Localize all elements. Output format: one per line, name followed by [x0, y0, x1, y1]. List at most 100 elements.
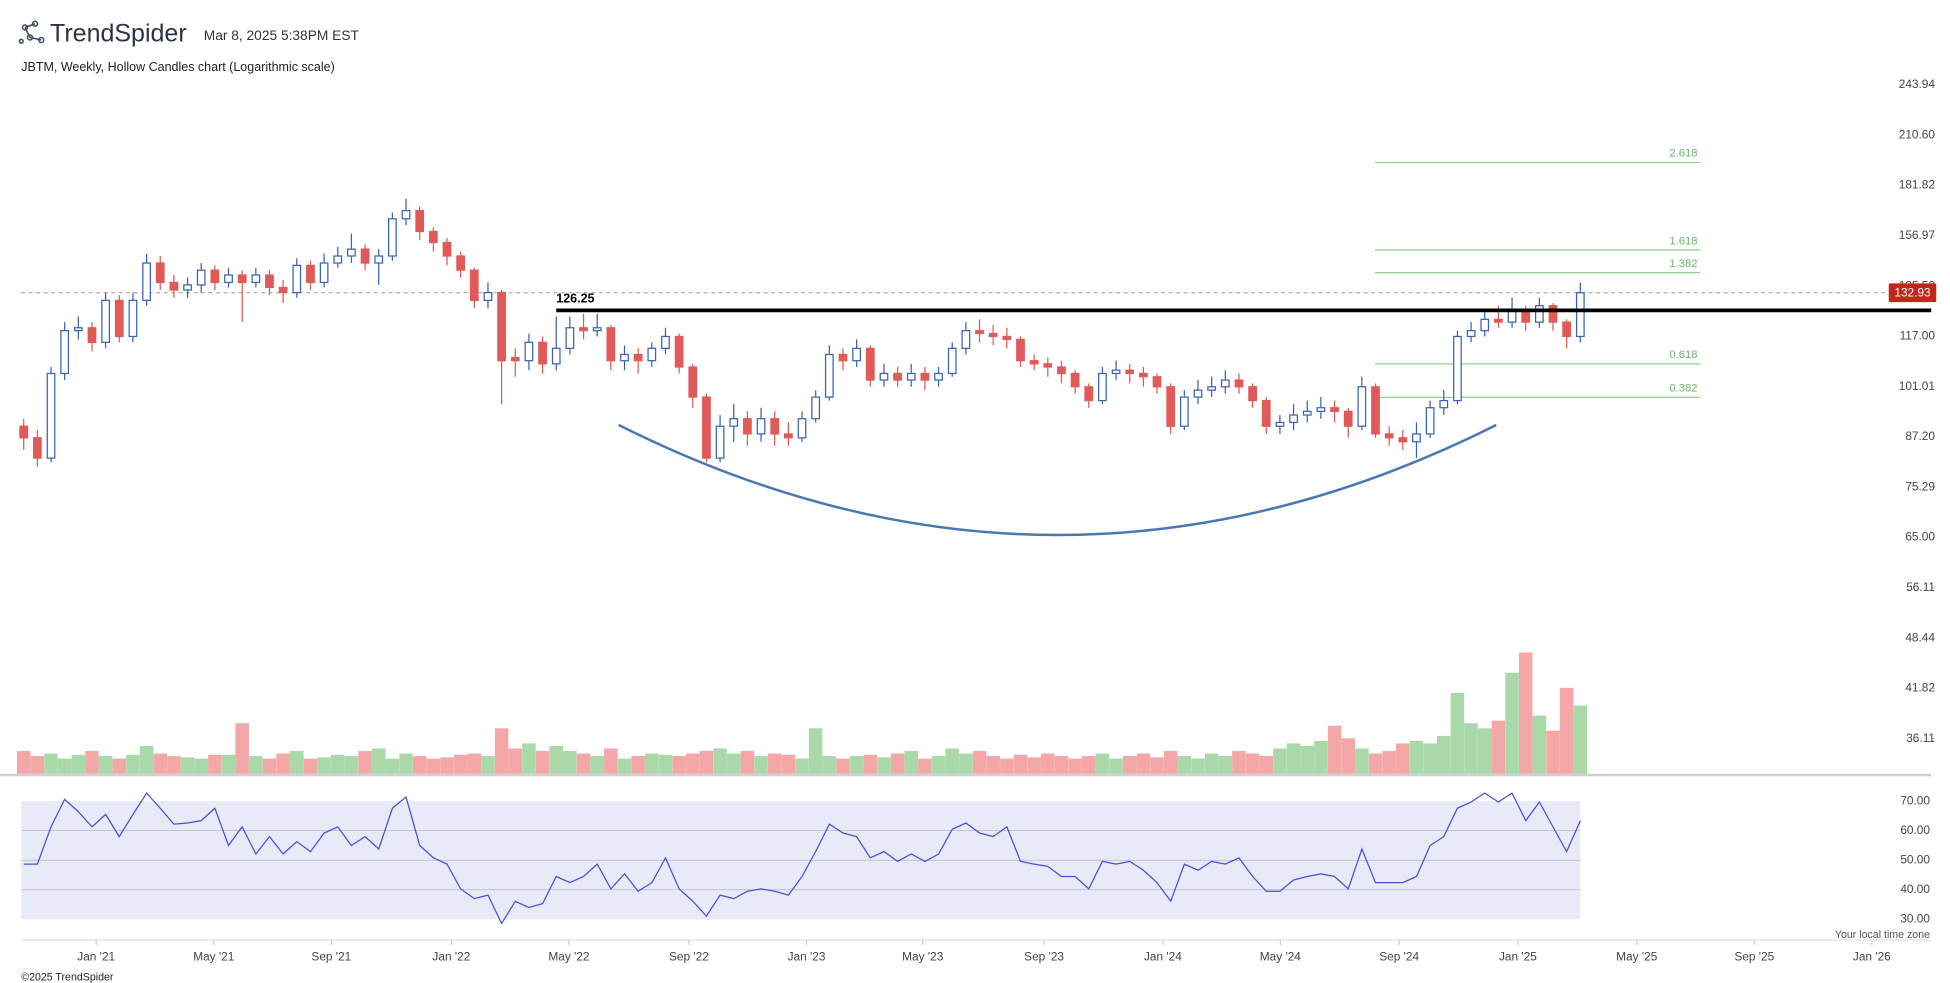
volume-bar — [57, 758, 72, 774]
candle-body — [1220, 379, 1230, 388]
volume-bar — [877, 757, 891, 774]
volume-bar — [1437, 735, 1451, 774]
volume-bar — [440, 757, 454, 774]
volume-bar — [262, 758, 277, 774]
candle-body — [1425, 407, 1435, 435]
candle-body — [128, 299, 138, 338]
candle-body — [1384, 433, 1394, 439]
volume-bar — [1491, 720, 1506, 774]
candle-body — [729, 418, 739, 427]
candle-body — [388, 218, 397, 257]
y-tick-label: 117.00 — [1900, 329, 1936, 343]
volume-bar — [563, 751, 577, 774]
timestamp: Mar 8, 2025 5:38PM EST — [204, 28, 360, 43]
candle-body — [497, 291, 506, 362]
candle-body — [783, 433, 793, 439]
volume-bar — [645, 753, 659, 774]
candle-body — [1398, 437, 1408, 443]
x-tick-label: Jan '26 — [1853, 950, 1891, 964]
volume-bar — [1136, 753, 1151, 774]
cup-curve — [618, 423, 1497, 537]
volume-bar — [1559, 687, 1574, 774]
volume-bar — [71, 754, 86, 774]
candle-body — [101, 299, 111, 343]
volume-bar — [822, 756, 837, 774]
candle-body — [19, 425, 29, 439]
volume-bar — [399, 753, 413, 774]
candle-body — [824, 353, 834, 398]
candle-body — [442, 241, 452, 257]
candle-body — [688, 366, 698, 398]
x-tick-label: Sep '21 — [311, 950, 351, 964]
candle-body — [770, 418, 780, 435]
candle-body — [251, 274, 261, 284]
y-tick-label: 48.44 — [1905, 630, 1935, 644]
candle-body — [155, 262, 165, 284]
rsi-tick-label: 40.00 — [1900, 882, 1930, 896]
candle-body — [1111, 369, 1121, 375]
y-tick-label: 56.11 — [1906, 580, 1935, 594]
candle-body — [1261, 399, 1271, 427]
volume-bar — [1477, 728, 1492, 774]
candle-body — [1575, 292, 1585, 338]
volume-bar — [754, 756, 768, 774]
volume-bar — [1273, 748, 1287, 774]
candle-body — [1412, 433, 1421, 443]
candle-body — [183, 284, 192, 291]
volume-bar — [713, 748, 727, 774]
candle-body — [920, 372, 930, 381]
volume-bar — [1054, 756, 1069, 774]
candle-body — [73, 327, 83, 332]
volume-bar — [1000, 758, 1014, 774]
x-tick-label: Jan '21 — [77, 950, 115, 964]
volume-bar — [290, 751, 304, 774]
candle-body — [1139, 372, 1148, 378]
x-tick-label: May '24 — [1260, 950, 1302, 964]
fib-label: 0.382 — [1669, 383, 1697, 395]
y-tick-label: 87.20 — [1905, 429, 1935, 443]
volume-bar — [30, 756, 45, 774]
volume-bar — [1218, 756, 1233, 774]
volume-bar — [1327, 725, 1342, 774]
candle-body — [510, 356, 520, 362]
candle-body — [947, 347, 957, 375]
volume-bar — [1109, 758, 1123, 774]
x-tick-label: Sep '25 — [1734, 950, 1774, 964]
candle-body — [1439, 399, 1449, 409]
volume-bar — [303, 758, 318, 774]
y-tick-label: 156.97 — [1899, 228, 1935, 242]
candle-body — [743, 418, 752, 435]
candle-body — [1166, 386, 1176, 427]
candle-body — [633, 353, 643, 362]
volume-bar — [371, 748, 386, 774]
volume-bar — [126, 754, 140, 774]
y-tick-label: 75.29 — [1905, 479, 1935, 493]
volume-bar — [767, 753, 782, 774]
x-tick-label: Sep '23 — [1024, 950, 1064, 964]
volume-bar — [344, 756, 359, 774]
volume-bar — [631, 756, 645, 774]
candle-body — [661, 335, 670, 349]
candle-body — [1070, 372, 1080, 388]
candle-body — [265, 274, 274, 289]
volume-bar — [385, 758, 400, 774]
candle-body — [934, 372, 943, 381]
volume-bar — [412, 756, 427, 774]
candle-body — [1098, 372, 1107, 402]
fib-label: 1.618 — [1669, 235, 1697, 247]
y-tick-label: 210.60 — [1899, 127, 1936, 141]
volume-bar — [795, 758, 809, 774]
volume-bar — [590, 756, 604, 774]
x-tick-label: Sep '24 — [1379, 950, 1419, 964]
candle-body — [702, 396, 711, 459]
candle-body — [1357, 386, 1367, 427]
candle-body — [606, 327, 616, 362]
volume-bar — [16, 751, 31, 774]
volume-bar — [1163, 751, 1178, 774]
candle-body — [415, 209, 425, 233]
x-tick-label: May '21 — [193, 950, 235, 964]
candle-body — [988, 332, 998, 338]
volume-bar — [986, 756, 1000, 774]
candle-body — [1507, 310, 1517, 323]
candle-body — [1193, 389, 1203, 398]
